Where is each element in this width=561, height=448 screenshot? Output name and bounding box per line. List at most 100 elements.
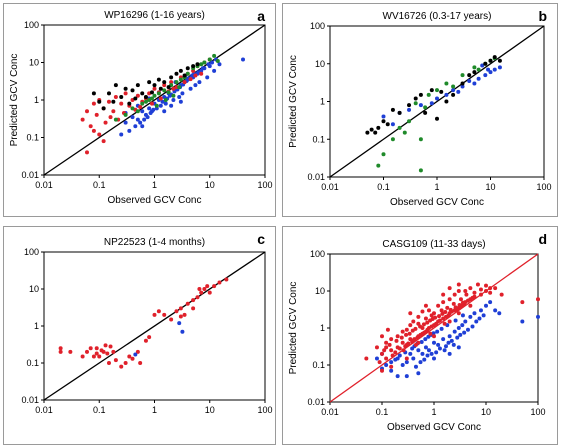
- data-point: [212, 284, 217, 289]
- data-point: [484, 303, 488, 308]
- data-point: [364, 356, 369, 361]
- identity-line: [329, 253, 539, 403]
- data-point: [478, 308, 483, 313]
- data-point: [418, 332, 423, 337]
- data-point: [381, 152, 386, 157]
- x-tick-label: 0.01: [321, 407, 339, 417]
- data-point: [177, 95, 182, 100]
- data-point: [162, 95, 167, 100]
- data-point: [425, 327, 430, 332]
- data-point: [167, 93, 172, 98]
- data-point: [404, 327, 409, 332]
- data-point: [419, 339, 424, 344]
- data-point: [130, 88, 135, 93]
- data-point: [145, 115, 150, 120]
- data-point: [152, 86, 157, 91]
- data-point: [456, 289, 461, 293]
- data-point: [411, 319, 416, 324]
- panel-letter: b: [538, 8, 547, 24]
- data-point: [476, 67, 481, 72]
- data-point: [135, 349, 140, 354]
- data-point: [158, 86, 163, 91]
- y-axis-label: Predicted GCV Conc: [288, 282, 299, 375]
- data-point: [408, 311, 413, 316]
- data-point: [451, 84, 456, 89]
- data-point: [99, 348, 104, 353]
- y-tick-label: 0.1: [26, 133, 39, 143]
- data-point: [475, 282, 480, 287]
- data-point: [163, 98, 168, 102]
- data-point: [106, 99, 111, 104]
- data-point: [488, 290, 493, 295]
- data-point: [472, 70, 477, 75]
- data-point: [432, 334, 436, 339]
- y-tick-label: 0.1: [312, 134, 325, 144]
- data-point: [140, 109, 145, 114]
- data-point: [488, 70, 493, 75]
- data-point: [428, 331, 433, 336]
- data-point: [397, 353, 402, 358]
- data-point: [138, 120, 143, 125]
- x-tick-label: 0.1: [376, 407, 389, 417]
- data-point: [135, 117, 140, 122]
- data-point: [84, 109, 89, 114]
- x-axis-label: Observed GCV Conc: [390, 197, 484, 208]
- data-point: [166, 85, 171, 90]
- data-point: [119, 364, 124, 369]
- data-point: [212, 53, 217, 58]
- data-point: [135, 83, 140, 88]
- data-point: [389, 360, 394, 365]
- x-tick-label: 1: [152, 180, 157, 190]
- data-point: [404, 332, 409, 337]
- data-point: [492, 55, 497, 60]
- data-point: [105, 351, 110, 356]
- data-point: [478, 292, 483, 297]
- data-point: [447, 351, 452, 356]
- data-point: [451, 301, 456, 306]
- data-point: [171, 93, 176, 98]
- data-point: [97, 354, 102, 359]
- y-tick-label: 100: [310, 249, 325, 259]
- data-point: [166, 90, 171, 95]
- data-point: [84, 349, 89, 354]
- data-point: [445, 305, 450, 310]
- data-point: [241, 57, 246, 62]
- data-point: [195, 295, 200, 300]
- data-point: [497, 311, 502, 316]
- data-point: [418, 103, 423, 108]
- data-point: [205, 75, 210, 80]
- chart-svg-d: 0.01 0.1 1 10 100 0.01 0.1 1 10 100 CASG109 (11-33…: [288, 231, 547, 433]
- y-tick-label: 100: [310, 21, 325, 31]
- data-point: [163, 101, 168, 106]
- data-point: [476, 76, 481, 81]
- data-point: [133, 124, 138, 129]
- chart-title: NP22523 (1-4 months): [104, 237, 205, 248]
- data-point: [142, 117, 147, 122]
- data-point: [106, 361, 111, 365]
- data-point: [439, 89, 444, 94]
- data-point: [493, 286, 498, 291]
- data-point: [152, 312, 157, 317]
- data-point: [486, 67, 491, 72]
- data-point: [156, 309, 161, 314]
- data-point: [199, 71, 204, 76]
- y-axis-label: Predicted GCV Conc: [9, 54, 20, 147]
- x-tick-label: 0.1: [93, 180, 106, 190]
- data-point: [91, 91, 96, 96]
- data-point: [162, 312, 167, 317]
- data-point: [460, 313, 465, 318]
- data-point: [217, 280, 222, 285]
- data-point: [143, 99, 148, 104]
- data-point: [94, 112, 99, 117]
- data-point: [193, 73, 198, 78]
- data-point: [185, 71, 190, 76]
- data-point: [178, 306, 183, 311]
- data-point: [162, 109, 167, 114]
- data-point: [404, 374, 409, 379]
- data-point: [418, 360, 423, 365]
- data-point: [376, 125, 381, 130]
- data-point: [435, 96, 439, 101]
- data-point: [444, 99, 449, 104]
- data-point: [429, 324, 434, 329]
- data-point: [418, 168, 423, 173]
